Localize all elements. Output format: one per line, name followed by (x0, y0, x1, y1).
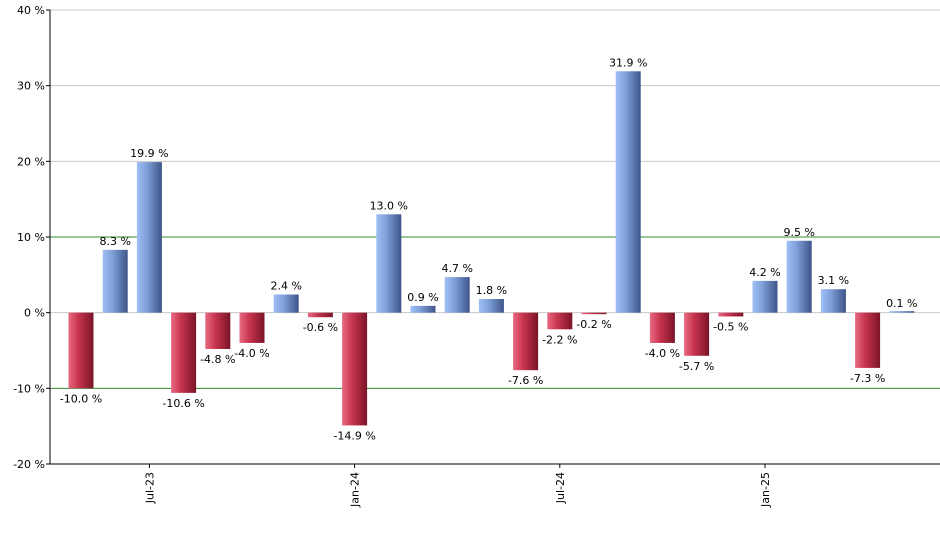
x-tick-label: Jan-25 (759, 472, 772, 508)
data-label: 13.0 % (370, 199, 408, 212)
bar (239, 312, 265, 343)
bars (68, 71, 915, 426)
bar (102, 249, 128, 313)
data-label: -10.0 % (60, 392, 102, 405)
data-label: 4.2 % (749, 266, 780, 279)
bar (786, 240, 812, 313)
data-label: 1.8 % (476, 284, 507, 297)
bar (889, 311, 915, 313)
bar (376, 214, 402, 313)
data-label: -0.6 % (303, 321, 338, 334)
bar (136, 162, 162, 313)
reference-lines (50, 236, 940, 389)
data-label: 31.9 % (609, 56, 647, 69)
y-tick-label: 40 % (17, 4, 45, 17)
bar (581, 312, 607, 315)
bar (410, 305, 436, 313)
bar (615, 71, 641, 313)
bar (752, 280, 778, 313)
bar (171, 312, 197, 393)
x-tick-label: Jul-23 (143, 472, 156, 504)
bar (342, 312, 368, 426)
data-label: 0.9 % (407, 291, 438, 304)
bar (820, 289, 846, 313)
data-label: -5.7 % (679, 360, 714, 373)
data-label: -10.6 % (162, 397, 204, 410)
x-tick-label: Jul-24 (554, 472, 567, 504)
y-tick-label: 20 % (17, 155, 45, 168)
bar (684, 312, 710, 356)
data-label: -2.2 % (542, 333, 577, 346)
axes: 40 % 30 % 20 % 10 % 0 % -10 % -20 % Jul-23 Jan-2… (13, 4, 940, 508)
bar (513, 312, 539, 371)
y-tick-label: 30 % (17, 80, 45, 93)
data-label: 19.9 % (130, 147, 168, 160)
y-tick-label: -20 % (13, 458, 45, 471)
bar (478, 299, 504, 313)
data-label: -4.8 % (200, 353, 235, 366)
bar (718, 312, 744, 317)
x-tick-label: Jan-24 (349, 472, 362, 508)
data-labels: -10.0 %8.3 %19.9 %-10.6 %-4.8 %-4.0 %2.4… (60, 56, 918, 442)
bar (547, 312, 573, 330)
y-tick-label: 10 % (17, 231, 45, 244)
data-label: 2.4 % (270, 280, 301, 293)
data-label: -4.0 % (645, 347, 680, 360)
y-tick-label: -10 % (13, 382, 45, 395)
bar (68, 312, 94, 389)
data-label: 9.5 % (783, 226, 814, 239)
bar (273, 294, 299, 313)
data-label: -7.3 % (850, 372, 885, 385)
data-label: -4.0 % (234, 347, 269, 360)
data-label: 4.7 % (441, 262, 472, 275)
data-label: 8.3 % (99, 235, 130, 248)
data-label: -14.9 % (333, 429, 375, 442)
bar (205, 312, 231, 349)
bar (855, 312, 881, 368)
y-tick-label: 0 % (24, 307, 45, 320)
data-label: -0.2 % (576, 318, 611, 331)
data-label: 0.1 % (886, 297, 917, 310)
data-label: 3.1 % (818, 274, 849, 287)
data-label: -7.6 % (508, 374, 543, 387)
bar (307, 312, 333, 318)
bar (649, 312, 675, 343)
data-label: -0.5 % (713, 320, 748, 333)
bar (444, 277, 470, 313)
